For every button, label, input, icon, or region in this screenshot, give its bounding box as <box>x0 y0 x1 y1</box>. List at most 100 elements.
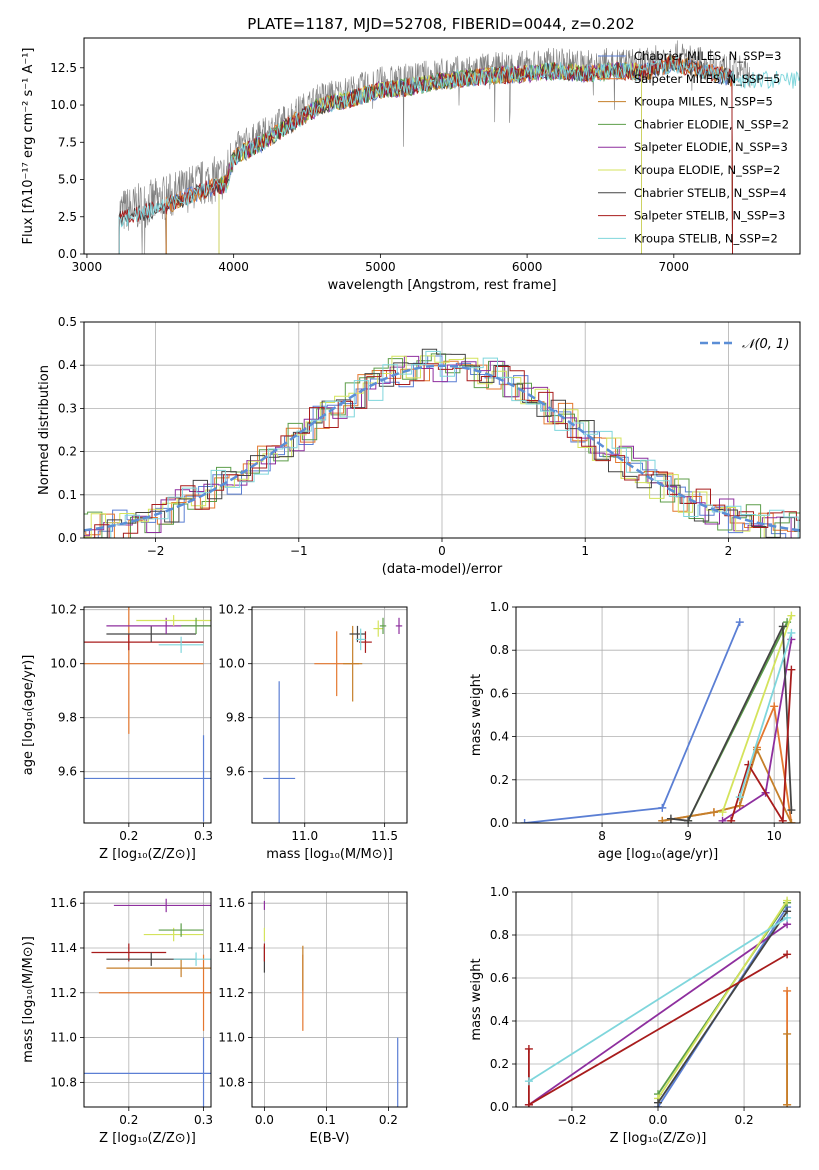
x-tick-label: 0.1 <box>317 1113 336 1127</box>
axes-frame <box>515 891 801 1108</box>
y-tick-label: 11.2 <box>50 986 77 1000</box>
axes-frame <box>251 891 408 1108</box>
x-axis-label: (data-model)/error <box>382 562 503 577</box>
chart-spectrum: 3000 4000 5000 6000 7000 0.0 2.5 5.0 7.5 10.0 12.5… <box>21 37 801 293</box>
weight-line-salpeter-miles <box>662 703 793 823</box>
x-tick-label: 0.2 <box>735 1113 754 1127</box>
axes-frame <box>83 891 212 1108</box>
plot-area <box>252 607 407 823</box>
legend-entry: Kroupa ELODIE, N_SSP=2 <box>634 163 780 177</box>
y-tick-label: 10.8 <box>218 1075 245 1089</box>
errorbar-salpeter-elodie <box>113 898 211 913</box>
y-tick-label: 11.6 <box>50 896 77 910</box>
x-tick-label: 2 <box>725 544 733 558</box>
weight-marker <box>709 808 718 817</box>
axes-frame <box>251 606 408 824</box>
weight-marker <box>654 1098 662 1107</box>
x-tick-label: 7000 <box>659 260 690 274</box>
y-tick-label: 0.6 <box>490 971 509 985</box>
plot-area <box>84 322 800 538</box>
weight-marker <box>684 816 693 823</box>
weight-marker <box>524 1100 533 1107</box>
errorbar-salpeter-miles <box>84 607 204 734</box>
chart-mass_vs_ebv: 0.0 0.1 0.2 10.8 11.0 11.2 11.4 11.6 E(B-V) <box>218 891 408 1146</box>
weight-marker <box>520 819 529 823</box>
y-tick-label: 11.2 <box>218 986 245 1000</box>
y-tick-label: 0.1 <box>58 488 77 502</box>
y-tick-label: 7.5 <box>58 135 77 149</box>
y-axis-label: age [log₁₀(age/yr)] <box>21 655 36 776</box>
y-tick-label: 11.4 <box>50 941 77 955</box>
errorbar-chabrier-miles <box>263 681 296 823</box>
x-tick-label: 0 <box>438 544 446 558</box>
y-axis-label: Normed distribution <box>37 365 52 495</box>
x-tick-label: 0.2 <box>379 1113 398 1127</box>
y-axis-label: Flux [fλ10⁻¹⁷ erg cm⁻² s⁻¹ A⁻¹] <box>21 48 36 245</box>
y-tick-label: 0.3 <box>58 401 77 415</box>
x-axis-label: Z [log₁₀(Z/Z⊙)] <box>610 1131 707 1146</box>
legend-entry: Chabrier MILES, N_SSP=3 <box>634 49 781 63</box>
axes-frame <box>515 606 801 824</box>
weight-marker <box>778 622 787 631</box>
weight-marker <box>524 1077 533 1086</box>
y-tick-label: 10.2 <box>50 603 77 617</box>
x-axis-label: wavelength [Angstrom, rest frame] <box>328 278 557 293</box>
x-tick-label: 0.3 <box>194 1113 213 1127</box>
x-axis-label: age [log₁₀(age/yr)] <box>598 847 719 862</box>
weight-marker <box>666 814 675 823</box>
x-axis-label: mass [log₁₀(M/M⊙)] <box>266 847 393 862</box>
plot-area <box>252 892 407 1107</box>
errorbar-kroupa-elodie <box>136 615 211 626</box>
legend-entry: Salpeter STELIB, N_SSP=3 <box>634 209 785 223</box>
y-tick-label: 0.4 <box>490 1014 509 1028</box>
weight-line-chabrier-stelib <box>657 910 788 1104</box>
histogram-salpeter-elodie <box>84 355 800 538</box>
normal-curve <box>84 364 800 532</box>
legend-entry: 𝒩(0, 1) <box>742 337 789 352</box>
weight-marker <box>727 816 736 823</box>
errorbar-chabrier-stelib <box>106 625 197 643</box>
legend-entry: Chabrier ELODIE, N_SSP=2 <box>634 117 789 131</box>
errorbar-salpeter-stelib <box>91 943 167 962</box>
plot-area <box>84 607 211 823</box>
y-tick-label: 11.6 <box>218 896 245 910</box>
weight-line-kroupa-stelib <box>738 632 793 798</box>
model-kroupa-elodie-n-ssp-2 <box>218 61 642 254</box>
y-tick-label: 1.0 <box>490 885 509 899</box>
errorbar-chabrier-miles <box>84 735 211 822</box>
weight-marker <box>524 1044 533 1053</box>
weight-marker <box>778 816 787 823</box>
weight-marker <box>783 950 792 959</box>
y-axis-label: mass [log₁₀(M/M⊙)] <box>21 936 36 1063</box>
weight-marker <box>735 618 744 627</box>
weight-line-kroupa-elodie <box>657 900 788 1099</box>
weight-marker <box>718 808 727 817</box>
chart-mass_vs_z: 0.2 0.3 10.8 11.0 11.2 11.4 11.6 Z [log₁₀(Z/Z⊙)… <box>21 891 213 1146</box>
histogram-chabrier-stelib <box>84 348 800 538</box>
histogram-chabrier-elodie <box>84 353 800 538</box>
x-tick-label: 0.2 <box>119 829 138 843</box>
chart-residuals: −2 −1 0 1 2 0.0 0.1 0.2 0.3 0.4 0.5 (data-model)/er… <box>37 315 801 577</box>
weight-marker <box>783 896 792 905</box>
errorbar-chabrier-elodie <box>158 923 204 937</box>
weight-marker <box>718 816 727 823</box>
x-tick-label: 6000 <box>512 260 543 274</box>
legend-entry: Salpeter ELODIE, N_SSP=3 <box>634 140 788 154</box>
weight-line-salpeter-stelib <box>730 669 793 823</box>
y-tick-label: 0.6 <box>490 686 509 700</box>
x-tick-label: 0.0 <box>255 1113 274 1127</box>
y-tick-label: 11.0 <box>218 1031 245 1045</box>
spectrum-legend: Chabrier MILES, N_SSP=3 Salpeter MILES, N… <box>598 49 789 245</box>
errorbar-kroupa-miles <box>106 959 211 978</box>
weight-marker <box>658 803 667 812</box>
y-tick-label: 0.2 <box>58 445 77 459</box>
y-tick-label: 0.0 <box>490 816 509 830</box>
y-tick-label: 0.8 <box>490 928 509 942</box>
x-tick-label: 1 <box>581 544 589 558</box>
errorbar-salpeter-stelib <box>84 634 204 651</box>
y-tick-label: 0.0 <box>490 1100 509 1114</box>
plot-area <box>84 892 211 1107</box>
histogram-salpeter-miles <box>84 360 800 538</box>
errorbar-chabrier-elodie <box>181 617 211 634</box>
x-tick-label: −0.2 <box>557 1113 586 1127</box>
